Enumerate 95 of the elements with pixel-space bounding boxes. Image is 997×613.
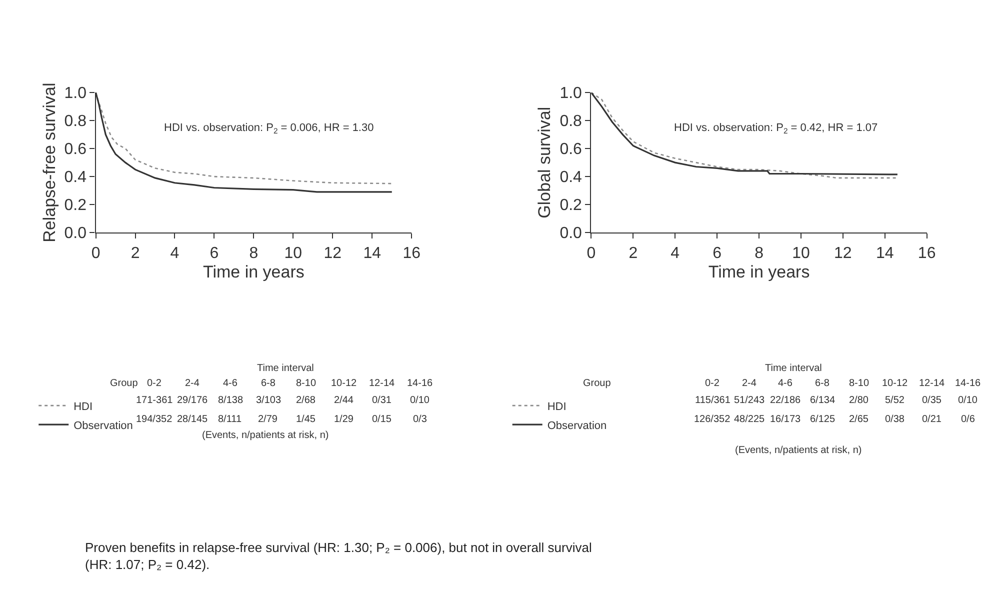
text: 29/176: [177, 395, 208, 406]
y-tick-label: 0.0: [64, 225, 87, 242]
text: Group: [110, 378, 138, 389]
legend-label: HDI: [547, 400, 566, 413]
text: 0-2: [705, 378, 720, 389]
text: 12-14: [919, 378, 946, 389]
text: 6/134: [810, 395, 836, 406]
text: Group: [583, 378, 612, 389]
text: 8/111: [218, 414, 242, 425]
text: 12-14: [369, 378, 396, 389]
text: 6-8: [815, 378, 830, 389]
text: 6-8: [261, 378, 276, 389]
x-tick-label: 2: [628, 244, 638, 262]
x-tick-label: 12: [834, 244, 852, 262]
text: 171-361: [136, 395, 174, 406]
text: 4-6: [778, 378, 793, 389]
text: 2/65: [849, 414, 869, 425]
text: 2/79: [258, 414, 278, 425]
text: Time interval: [765, 363, 822, 374]
x-tick-label: 4: [170, 244, 180, 262]
x-tick-label: 0: [91, 244, 100, 262]
annotation: HDI vs. observation: P$_{2}$ = 0.42, HR = 1.07: [674, 122, 878, 136]
text: 10-12: [331, 378, 358, 389]
text: 28/145: [177, 414, 208, 425]
x-tick-label: 8: [249, 244, 258, 262]
text: 1/45: [296, 414, 316, 425]
text: 8-10: [296, 378, 316, 389]
text: 16/173: [770, 414, 802, 425]
y-tick-label: 0.2: [64, 197, 87, 214]
text: 2-4: [185, 378, 200, 389]
annotation: HDI vs. observation: P$_{2}$ = 0.006, HR = 1.30: [164, 122, 374, 136]
x-tick-label: 16: [402, 244, 421, 262]
y-tick-label: 1.0: [64, 85, 87, 102]
y-axis-title: Global survival: [535, 106, 554, 218]
text: 14-16: [407, 378, 434, 389]
text: 0/10: [410, 395, 430, 406]
text: 194/352: [136, 414, 173, 425]
y-tick-label: 0.6: [64, 141, 87, 158]
x-tick-label: 4: [670, 244, 680, 262]
text: 6/125: [810, 414, 836, 425]
text: 1/29: [334, 414, 354, 425]
text: 0/21: [922, 414, 942, 425]
y-axis-title: Relapse-free survival: [40, 82, 59, 242]
text: 115/361: [695, 395, 731, 406]
text: 3/103: [256, 395, 282, 406]
x-axis-title: Time in years: [708, 262, 810, 282]
text: 5/52: [885, 395, 905, 406]
x-tick-label: 16: [918, 244, 936, 262]
text: (Events, n/patients at risk, n): [202, 430, 329, 441]
text: 4-6: [223, 378, 238, 389]
text: 2/80: [849, 395, 869, 406]
x-tick-label: 8: [754, 244, 764, 262]
y-tick-label: 0.4: [64, 169, 87, 186]
x-tick-label: 10: [284, 244, 302, 262]
x-tick-label: 12: [324, 244, 342, 262]
x-tick-label: 14: [363, 244, 382, 262]
y-tick-label: 1.0: [560, 85, 582, 102]
x-tick-label: 14: [876, 244, 894, 262]
text: 0/6: [961, 414, 976, 425]
text: 2/68: [296, 395, 316, 406]
text: 8/138: [218, 395, 244, 406]
text: 10-12: [882, 378, 908, 389]
text: 0/31: [372, 395, 392, 406]
text: 48/225: [734, 414, 766, 425]
y-tick-label: 0.8: [560, 113, 582, 130]
x-tick-label: 6: [210, 244, 219, 262]
text: Proven benefits in relapse-free survival (HR: 1.30; P₂ = 0.006), but not in overall survival (HR: 1.07; P₂ = 0.42).: [85, 540, 592, 572]
legend-label: HDI: [74, 400, 93, 413]
legend-label: Observation: [74, 420, 133, 432]
legend-label: Observation: [547, 420, 607, 432]
x-tick-label: 10: [792, 244, 810, 262]
text: 0/38: [885, 414, 905, 425]
x-tick-label: 0: [586, 244, 596, 262]
y-tick-label: 0.8: [64, 113, 87, 130]
text: 14-16: [955, 378, 982, 389]
x-tick-label: 6: [712, 244, 722, 262]
text: 0-2: [147, 378, 162, 389]
x-axis-title: Time in years: [203, 262, 304, 282]
x-tick-label: 2: [130, 244, 140, 262]
text: 2-4: [742, 378, 757, 389]
text: 126/352: [694, 414, 731, 425]
y-tick-label: 0.0: [560, 225, 582, 242]
text: 51/243: [734, 395, 766, 406]
text: 2/44: [334, 395, 354, 406]
text: Time interval: [257, 363, 314, 374]
text: (Events, n/patients at risk, n): [735, 445, 862, 456]
text: 8-10: [849, 378, 870, 389]
text: 0/15: [372, 414, 392, 425]
text: 22/186: [770, 395, 802, 406]
y-tick-label: 0.6: [560, 141, 582, 158]
y-tick-label: 0.4: [560, 169, 582, 186]
text: 0/10: [958, 395, 978, 406]
text: 0/3: [413, 414, 428, 425]
text: 0/35: [922, 395, 942, 406]
y-tick-label: 0.2: [560, 197, 582, 214]
